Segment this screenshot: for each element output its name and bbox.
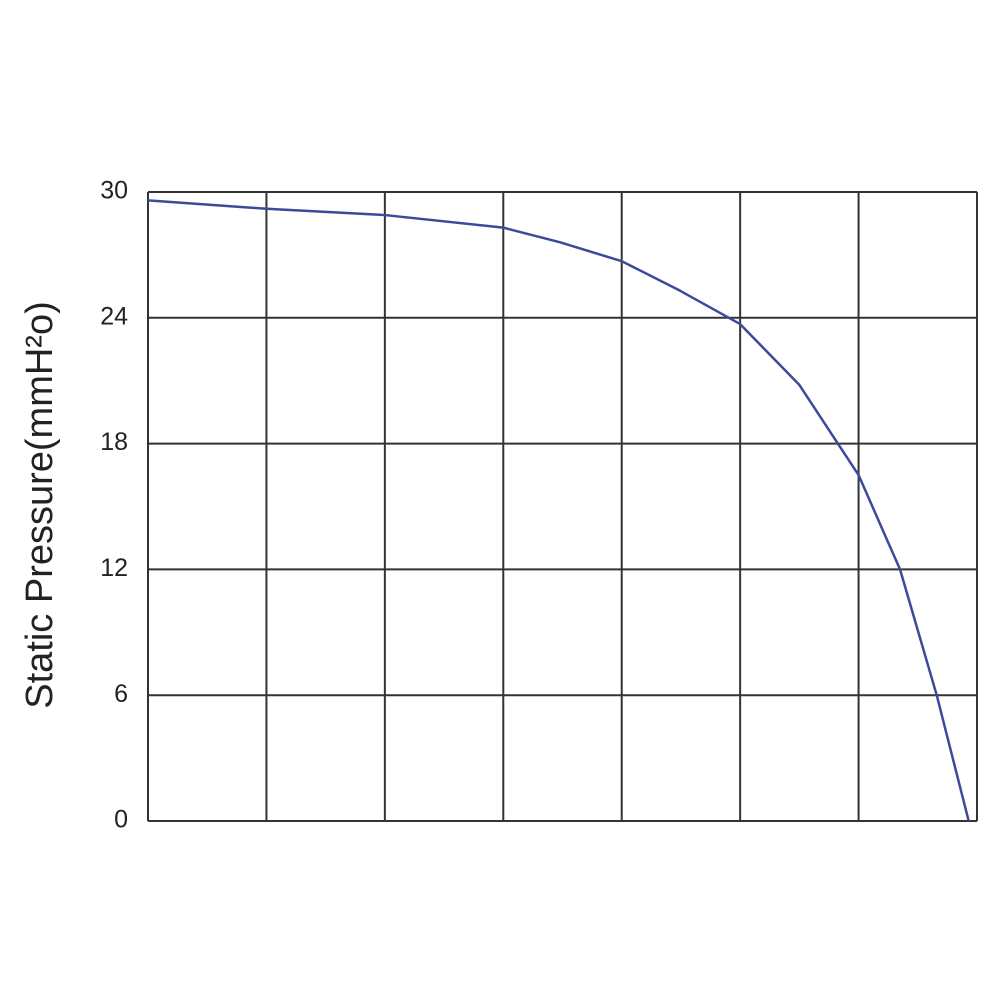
y-tick-label: 18 <box>100 428 128 456</box>
y-tick-label: 30 <box>100 177 128 205</box>
y-tick-label: 12 <box>100 554 128 582</box>
y-axis-label: Static Pressure(mmH²o) <box>19 301 61 709</box>
series-line <box>147 199 970 822</box>
y-tick-label: 24 <box>100 302 128 330</box>
y-tick-label: 0 <box>114 806 128 834</box>
y-tick-label: 6 <box>114 680 128 708</box>
